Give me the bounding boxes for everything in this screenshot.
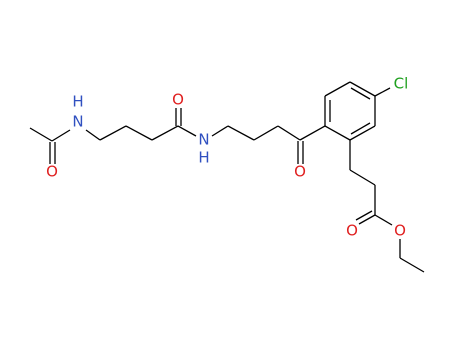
atom-label: H xyxy=(198,149,209,167)
atom-label: O xyxy=(346,222,358,240)
bonds xyxy=(29,81,425,273)
atom-label: O xyxy=(46,163,58,181)
atom-label: O xyxy=(172,91,184,109)
atom-label: H xyxy=(72,93,83,111)
atom-label: Cl xyxy=(394,75,409,93)
atom-label: N xyxy=(72,113,83,131)
atom-label: N xyxy=(198,131,209,149)
atom-label: O xyxy=(294,163,306,181)
atom-label: O xyxy=(394,222,406,240)
